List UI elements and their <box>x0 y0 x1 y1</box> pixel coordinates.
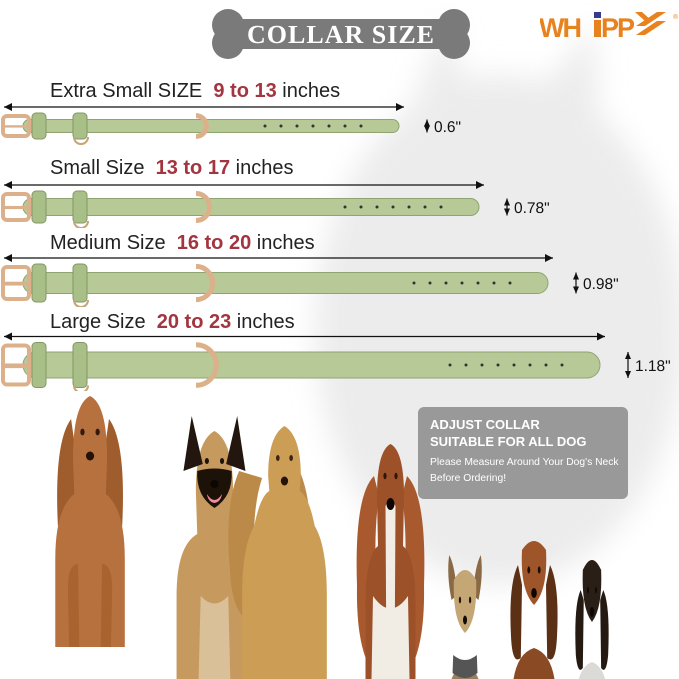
svg-text:1.18": 1.18" <box>635 358 671 375</box>
svg-text:WH: WH <box>540 13 580 43</box>
svg-text:®: ® <box>673 14 679 21</box>
svg-text:PP: PP <box>601 13 635 43</box>
svg-text:COLLAR SIZE: COLLAR SIZE <box>247 20 435 49</box>
svg-text:0.78": 0.78" <box>514 200 550 217</box>
svg-text:0.98": 0.98" <box>583 276 619 293</box>
svg-text:0.6": 0.6" <box>434 119 461 136</box>
